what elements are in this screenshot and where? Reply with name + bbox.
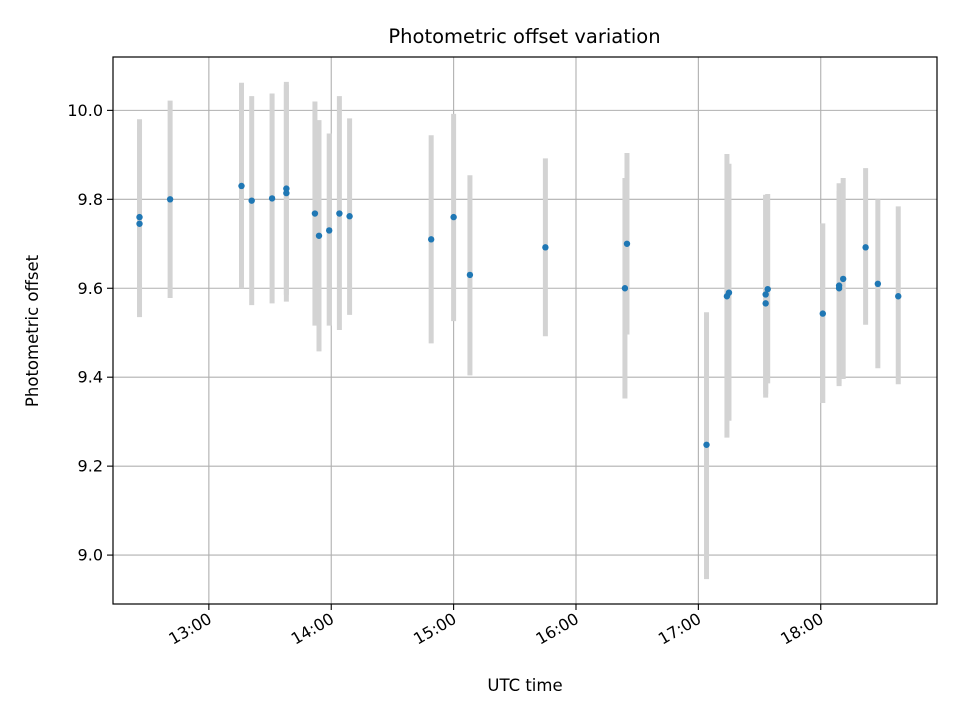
data-point [874, 280, 882, 288]
data-point [427, 236, 435, 243]
data-point [315, 232, 323, 239]
data-points [136, 182, 902, 448]
data-point [166, 196, 174, 203]
data-point [542, 244, 549, 251]
data-point [762, 291, 769, 298]
data-point [466, 271, 474, 279]
plot-frame [112, 56, 938, 605]
data-point [283, 185, 290, 192]
data-point [238, 182, 245, 190]
data-point [623, 240, 631, 247]
data-point [311, 210, 319, 217]
data-point [136, 220, 143, 227]
data-point [819, 310, 826, 317]
data-point [136, 213, 143, 221]
data-point [336, 210, 343, 217]
y-tick-label: 9.4 [78, 368, 103, 387]
y-axis-ticks: 9.0 9.2 9.4 9.6 9.8 10.0 [67, 101, 113, 565]
y-tick-label: 9.8 [78, 190, 103, 209]
data-point [762, 300, 769, 307]
data-point [703, 441, 710, 448]
data-point [268, 195, 276, 202]
data-point [862, 244, 869, 251]
y-axis-label: Photometric offset [23, 254, 42, 407]
y-tick-label: 9.2 [78, 457, 103, 476]
y-tick-label: 9.6 [78, 279, 103, 298]
data-point [346, 213, 353, 220]
data-point [248, 197, 255, 204]
data-point [325, 227, 333, 234]
data-point [839, 275, 847, 283]
y-tick-label: 10.0 [67, 101, 103, 120]
data-point [835, 285, 843, 292]
chart-title: Photometric offset variation [388, 25, 660, 48]
data-point [283, 189, 290, 197]
data-point [450, 213, 457, 221]
data-point [895, 293, 902, 300]
x-axis-label: UTC time [487, 676, 562, 695]
data-point [725, 289, 733, 296]
data-point [764, 285, 771, 293]
data-point [621, 285, 629, 292]
y-tick-label: 9.0 [78, 546, 103, 565]
